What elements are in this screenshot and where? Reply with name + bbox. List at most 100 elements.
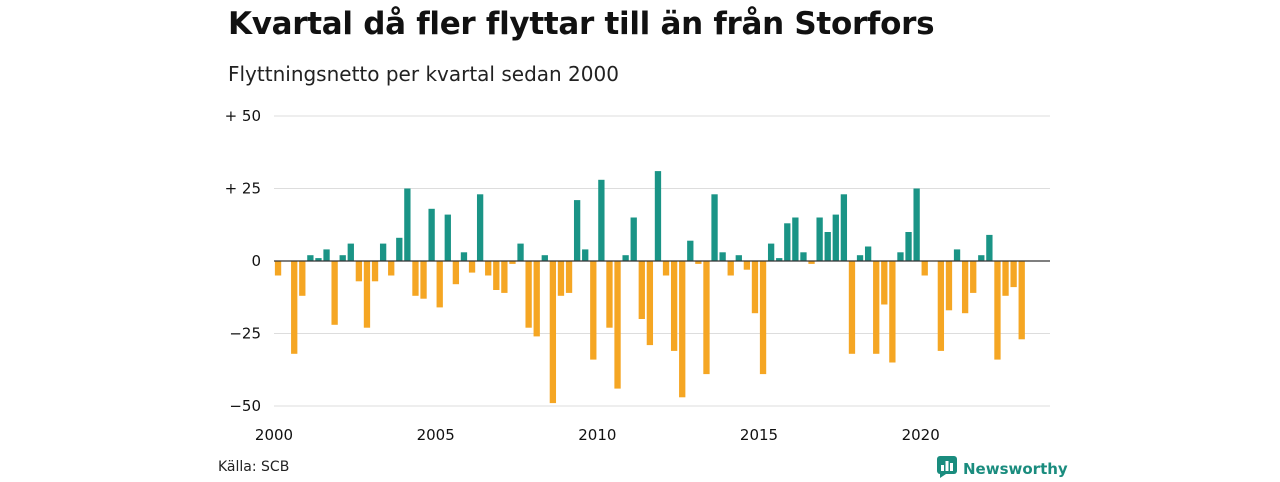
bar-2020Q3 [937,261,945,351]
bar-2006Q3 [485,261,492,276]
bar-2018Q1 [856,255,864,261]
bar-2001Q1 [307,255,314,261]
bar-2021Q2 [961,261,969,314]
x-tick-label: 2005 [417,426,455,444]
bar-2001Q2 [315,258,322,261]
bar-2022Q1 [986,234,993,261]
bar-2016Q2 [800,252,807,261]
bar-2003Q3 [388,261,395,276]
bar-2017Q3 [840,194,848,261]
bar-2015Q3 [776,258,783,261]
bar-2002Q1 [339,255,346,261]
y-tick-label: −50 [229,397,261,415]
bar-2018Q3 [873,261,880,354]
bar-2019Q2 [897,252,904,261]
bar-2010Q1 [598,179,605,261]
bar-2008Q1 [533,261,540,337]
bar-2015Q1 [759,261,767,375]
bar-2005Q1 [436,261,443,308]
bar-2007Q1 [501,261,508,293]
brand-name: Newsworthy [963,460,1068,478]
gridlines [274,115,1050,407]
y-tick-label: + 50 [225,107,261,125]
bar-2009Q1 [565,261,573,293]
bar-2003Q2 [379,243,387,261]
bar-2004Q3 [420,261,427,299]
bar-2014Q4 [751,261,759,314]
bar-2016Q1 [792,217,799,261]
bar-2006Q2 [476,194,484,261]
bar-2009Q3 [582,249,589,261]
bar-2000Q4 [299,261,306,296]
bar-2007Q4 [525,261,532,328]
bar-2011Q2 [638,261,645,319]
bar-2021Q4 [978,255,985,261]
bar-2013Q2 [703,261,710,375]
bar-2009Q2 [573,200,581,261]
x-tick-label: 2010 [578,426,616,444]
bar-2017Q4 [848,261,856,354]
bar-2004Q2 [412,261,419,296]
bar-2020Q4 [945,261,953,311]
bar-2012Q4 [687,240,694,261]
bar-2018Q2 [864,246,872,261]
bar-2002Q2 [347,243,354,261]
bar-2021Q1 [953,249,961,261]
y-tick-label: + 25 [225,180,261,198]
bar-2019Q4 [913,188,920,261]
bar-2017Q2 [832,214,839,261]
source-note: Källa: SCB [218,459,290,475]
x-tick-label: 2020 [902,426,940,444]
bar-2005Q4 [460,252,468,261]
bar-2007Q2 [509,261,516,264]
bar-2003Q1 [371,261,379,282]
bar-2008Q3 [549,261,557,404]
bar-2005Q2 [444,214,451,261]
bar-2011Q4 [654,171,662,261]
bar-2001Q4 [331,261,338,325]
bar-2015Q2 [767,243,775,261]
bar-2007Q3 [517,243,524,261]
bar-2012Q1 [662,261,670,276]
x-tick-label: 2000 [255,426,293,444]
x-axis: 2000 2005 2010 2015 2020 [255,426,940,444]
x-tick-label: 2015 [740,426,778,444]
bar-2006Q4 [493,261,500,290]
bar-2019Q3 [905,232,912,261]
bar-2023Q1 [1018,261,1025,340]
bar-2004Q4 [428,208,435,261]
bar-2003Q4 [396,237,403,261]
bar-2004Q1 [404,188,411,261]
y-tick-label: 0 [251,252,261,270]
bars [274,171,1025,404]
bar-2014Q2 [735,255,742,261]
bar-2010Q2 [606,261,613,328]
bar-2017Q1 [824,232,831,261]
bar-2010Q4 [622,255,629,261]
bar-2013Q1 [695,261,702,264]
chart-title: Kvartal då fler flyttar till än från Sto… [228,6,935,42]
bar-2008Q2 [541,255,548,261]
brand-logo: Newsworthy [937,456,1068,482]
bar-2008Q4 [557,261,565,296]
bar-2020Q1 [921,261,928,276]
bar-2019Q1 [889,261,896,363]
bar-2018Q4 [881,261,888,305]
bar-chart-logo-icon [937,456,957,482]
bar-2013Q3 [711,194,718,261]
bar-2022Q3 [1002,261,1009,296]
bar-2011Q1 [630,217,637,261]
bar-2009Q4 [590,261,597,360]
bar-2016Q3 [808,261,815,264]
chart-subtitle: Flyttningsnetto per kvartal sedan 2000 [228,62,619,86]
bar-2000Q1 [274,261,282,276]
bar-2022Q4 [1010,261,1017,288]
bar-2012Q3 [679,261,686,398]
bar-2002Q3 [355,261,363,282]
bar-2001Q3 [323,249,330,261]
bar-2014Q1 [727,261,734,276]
bar-2000Q3 [291,261,298,354]
bar-2015Q4 [784,223,791,261]
bar-2005Q3 [452,261,460,285]
